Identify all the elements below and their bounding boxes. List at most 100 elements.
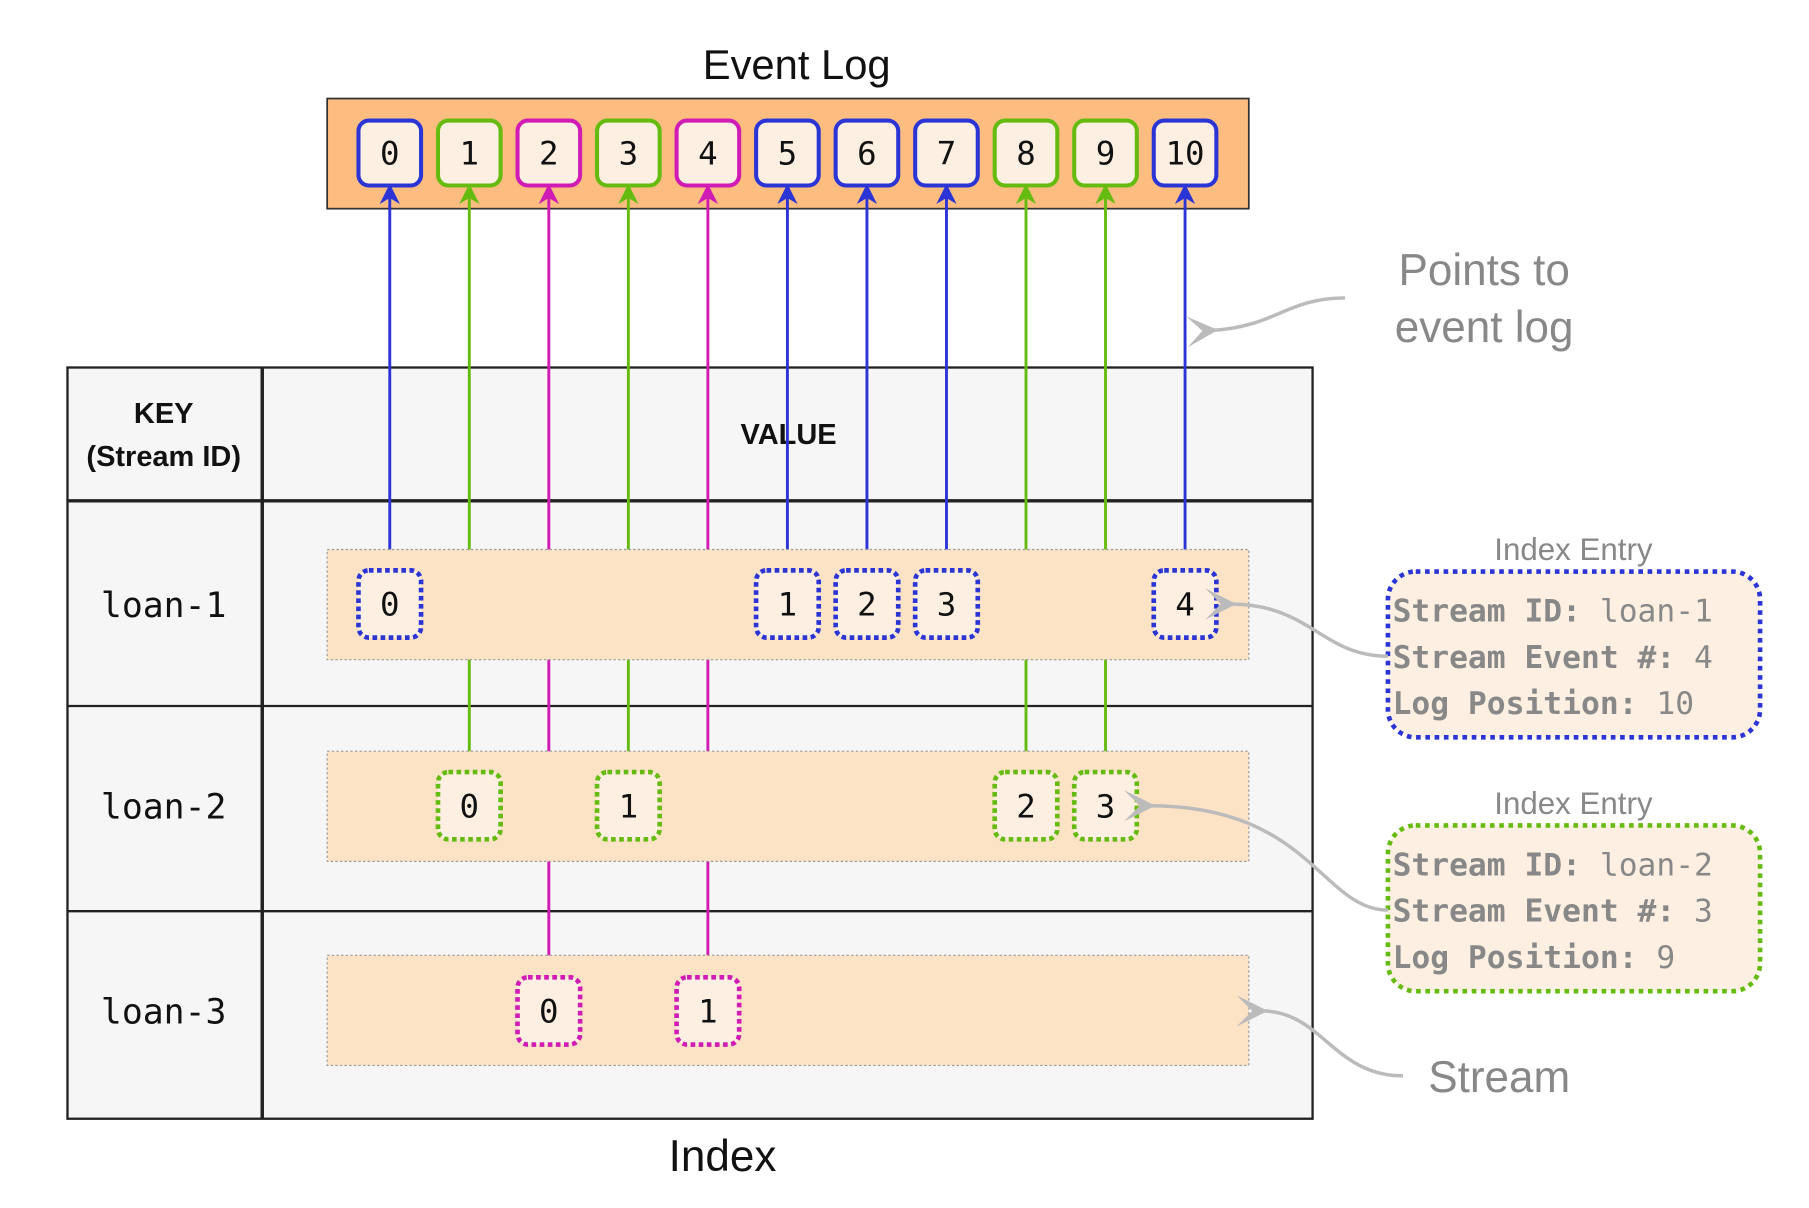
event-log-entry: 10 <box>1151 118 1219 188</box>
index-entry-line: Stream ID: loan-2 <box>1393 847 1713 883</box>
stream-key: loan-1 <box>101 586 227 626</box>
index-entry: 2 <box>992 769 1060 842</box>
field-label: Log Position: <box>1393 686 1638 722</box>
event-position-label: 6 <box>857 135 877 173</box>
field-value: 4 <box>1675 640 1713 676</box>
event-box <box>913 118 980 188</box>
field-value: 10 <box>1638 686 1695 722</box>
header-key-sub: (Stream ID) <box>86 441 241 473</box>
index-entry-box <box>356 568 424 640</box>
event-box <box>992 118 1060 188</box>
index-title: Index <box>669 1132 777 1181</box>
event-box <box>356 118 424 188</box>
stream-event-number: 3 <box>1096 787 1116 825</box>
points-to-label-line1: Points to <box>1398 246 1569 295</box>
field-label: Stream ID: <box>1393 847 1581 883</box>
field-label: Log Position: <box>1393 940 1638 976</box>
index-entry-box <box>753 568 822 640</box>
index-entry: 4 <box>1151 568 1219 640</box>
stream-label: Stream <box>1428 1053 1570 1102</box>
event-box <box>1151 118 1219 188</box>
stream-event-number: 2 <box>1016 787 1036 825</box>
stream-bar <box>326 954 1250 1066</box>
index-row-loan-2: loan-2 0 1 2 3 <box>101 750 1250 862</box>
points-to-label-line2: event log <box>1395 303 1574 352</box>
index-row-loan-3: loan-3 0 1 <box>101 954 1250 1066</box>
event-position-label: 1 <box>460 135 480 173</box>
index-entry: 1 <box>594 769 662 842</box>
index-entry: 3 <box>1071 769 1140 842</box>
index-entry-box <box>674 974 742 1047</box>
event-position-label: 5 <box>778 135 798 173</box>
event-log-entry: 5 <box>754 118 821 188</box>
index-entry-box <box>435 769 503 842</box>
event-position-label: 8 <box>1016 135 1036 173</box>
stream-event-number: 0 <box>380 586 400 624</box>
event-position-label: 0 <box>380 135 400 173</box>
event-log-entry: 2 <box>515 118 583 188</box>
stream-event-number: 0 <box>460 787 480 825</box>
event-log-entry: 1 <box>435 118 503 188</box>
field-label: Stream ID: <box>1393 593 1581 629</box>
index-entry: 0 <box>435 769 503 842</box>
index-entry-line: Log Position: 10 <box>1393 686 1694 722</box>
index-entry: 0 <box>356 568 424 640</box>
event-box <box>595 118 662 188</box>
index-entry-box <box>515 974 583 1047</box>
field-value: 9 <box>1638 940 1676 976</box>
event-log-title: Event Log <box>703 41 891 88</box>
index-entry: 1 <box>674 974 742 1047</box>
stream-event-number: 4 <box>1175 586 1195 624</box>
field-label: Stream Event #: <box>1393 640 1676 676</box>
index-entry: 0 <box>515 974 583 1047</box>
index-entry-line: Stream Event #: 4 <box>1393 640 1713 676</box>
event-position-label: 10 <box>1166 135 1205 173</box>
event-log-entry: 8 <box>992 118 1060 188</box>
stream-arrow <box>1236 995 1404 1078</box>
index-entry: 1 <box>753 568 822 640</box>
event-log-entry: 0 <box>356 118 424 188</box>
event-position-label: 9 <box>1096 135 1116 173</box>
field-value: loan-2 <box>1581 847 1713 883</box>
event-log-entry: 3 <box>595 118 662 188</box>
index-entry-annotation: Index Entry Stream ID: loan-1 Stream Event… <box>1205 532 1763 740</box>
index-entry-box <box>912 568 981 640</box>
event-position-label: 2 <box>539 135 559 173</box>
index-entry-line: Stream ID: loan-1 <box>1393 593 1713 629</box>
stream-event-number: 1 <box>698 993 718 1031</box>
field-value: 3 <box>1675 894 1713 930</box>
points-to-arrow <box>1185 296 1346 348</box>
index-entry-box <box>833 568 901 640</box>
event-log-entry: 9 <box>1072 118 1139 188</box>
stream-event-number: 3 <box>937 586 957 624</box>
stream-event-number: 0 <box>539 993 559 1031</box>
index-entry: 3 <box>912 568 981 640</box>
index-entry-box <box>992 769 1060 842</box>
event-box <box>435 118 503 188</box>
stream-key: loan-2 <box>101 787 227 827</box>
index-entry: 2 <box>833 568 901 640</box>
event-box <box>833 118 901 188</box>
index-entry-connector <box>1124 790 1388 912</box>
index-entry-title: Index Entry <box>1494 532 1653 567</box>
stream-event-number: 1 <box>619 787 639 825</box>
stream-event-number: 1 <box>778 586 798 624</box>
index-row-loan-1: loan-1 0 1 2 3 4 <box>101 548 1250 661</box>
index-entry-connector <box>1205 588 1388 658</box>
event-log-entry: 4 <box>674 118 742 188</box>
index-entry-line: Log Position: 9 <box>1393 940 1676 976</box>
field-label: Stream Event #: <box>1393 894 1676 930</box>
event-position-label: 4 <box>698 135 718 173</box>
index-entry-annotation: Index Entry Stream ID: loan-2 Stream Event… <box>1124 786 1763 994</box>
header-key: KEY <box>134 398 194 430</box>
field-value: loan-1 <box>1581 593 1713 629</box>
index-entry-title: Index Entry <box>1494 786 1653 821</box>
stream-event-number: 2 <box>857 586 877 624</box>
event-log-entry: 7 <box>913 118 980 188</box>
event-log-entry: 6 <box>833 118 901 188</box>
event-box <box>674 118 742 188</box>
event-position-label: 3 <box>619 135 639 173</box>
event-box <box>754 118 821 188</box>
event-position-label: 7 <box>937 135 957 173</box>
